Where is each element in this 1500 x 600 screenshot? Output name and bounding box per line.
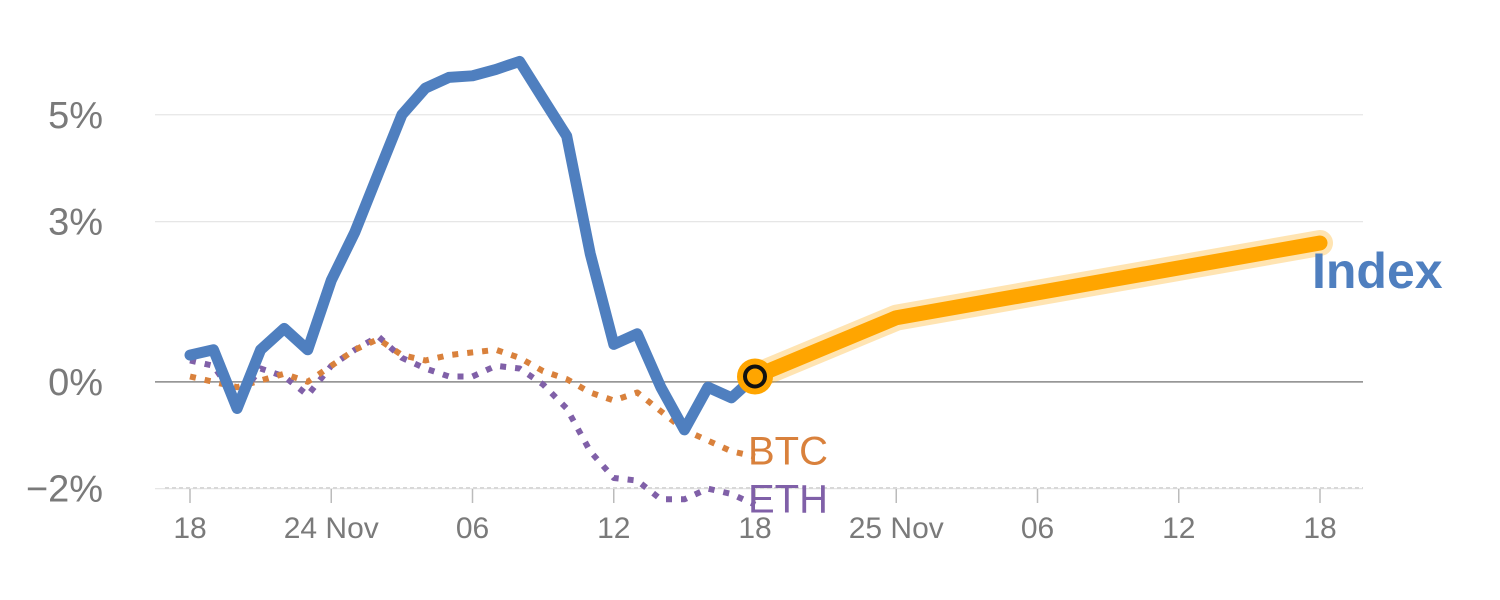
index-label: Index [1312, 243, 1443, 299]
index-series-line [184, 55, 761, 436]
x-tick-label: 24 Nov [284, 512, 379, 545]
y-tick-label: 3% [48, 202, 103, 244]
x-tick-label: 18 [738, 512, 771, 545]
x-tick-label: 25 Nov [849, 512, 944, 545]
forecast-line [747, 235, 1328, 384]
x-tick-label: 06 [456, 512, 489, 545]
eth-label: ETH [748, 477, 828, 521]
x-tick-label: 18 [1303, 512, 1336, 545]
y-tick-label: 5% [48, 95, 103, 137]
x-tick-label: 12 [597, 512, 630, 545]
btc-label: BTC [748, 429, 828, 473]
series-layer [184, 55, 1333, 508]
x-tick-label: 12 [1162, 512, 1195, 545]
y-tick-label: −2% [26, 469, 103, 511]
y-tick-label: 0% [48, 362, 103, 404]
current-marker [743, 364, 767, 389]
axis-layer: 5% 3% 0% −2% 18 24 Nov 06 12 18 25 Nov 06 12 18 [26, 95, 1337, 545]
x-tick-label: 18 [173, 512, 206, 545]
x-tick-label: 06 [1021, 512, 1054, 545]
